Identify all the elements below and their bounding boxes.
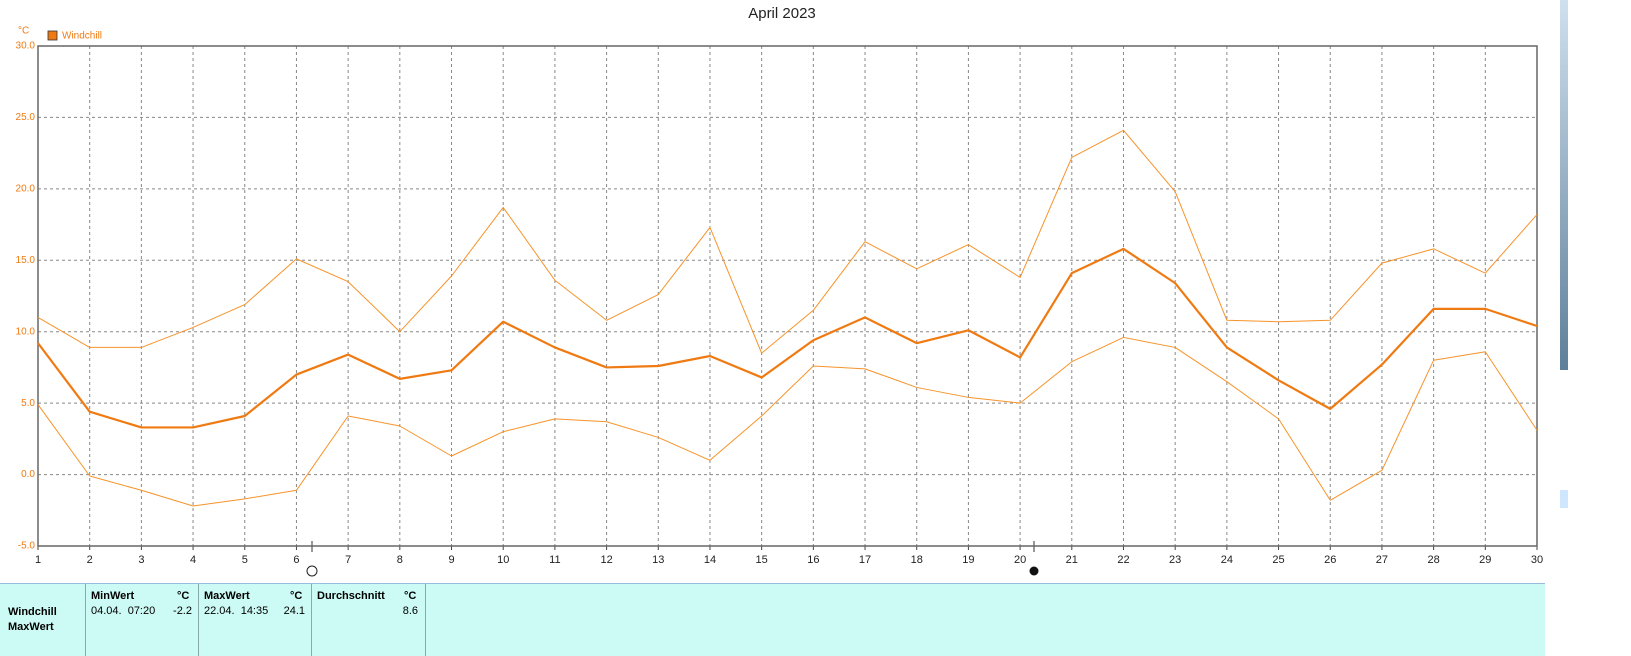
x-tick-label: 21 [1066, 554, 1078, 566]
x-tick-label: 3 [138, 554, 144, 566]
y-axis-label: °C [18, 26, 29, 37]
x-tick-label: 8 [397, 554, 403, 566]
header: °C [177, 590, 190, 602]
y-tick-label: 30.0 [16, 41, 36, 52]
plot-border [37, 45, 1538, 547]
summary-table: Windchill MaxWert MinWert °C MaxWert °C … [0, 583, 1545, 656]
x-tick-label: 1 [35, 554, 41, 566]
x-tick-label: 27 [1376, 554, 1388, 566]
x-tick-label: 20 [1014, 554, 1026, 566]
y-tick-label: 15.0 [16, 255, 36, 266]
x-tick-label: 2 [87, 554, 93, 566]
x-tick-label: 12 [600, 554, 612, 566]
x-tick-label: 17 [859, 554, 871, 566]
cell: 8.6 [402, 605, 418, 617]
x-tick-label: 19 [962, 554, 974, 566]
header: Durchschnitt [317, 590, 385, 602]
x-tick-label: 10 [497, 554, 509, 566]
data-line [37, 129, 1538, 354]
x-tick-label: 5 [242, 554, 248, 566]
x-tick-label: 6 [293, 554, 299, 566]
x-tick-label: 11 [549, 554, 560, 566]
chart-title: April 2023 [748, 5, 816, 22]
y-tick-label: 5.0 [21, 398, 35, 409]
x-tick-label: 24 [1221, 554, 1233, 566]
x-tick-label: 29 [1479, 554, 1491, 566]
header: MaxWert [204, 590, 250, 602]
x-tick-label: 28 [1427, 554, 1439, 566]
legend-swatch [47, 30, 58, 41]
cell: 04.04. 07:20 [91, 605, 156, 617]
legend-label: Windchill [62, 31, 102, 42]
header: °C [290, 590, 303, 602]
data-line [37, 336, 1538, 507]
y-tick-label: 0.0 [21, 469, 35, 480]
x-tick-label: 18 [911, 554, 923, 566]
cell: 22.04. 14:35 [204, 605, 269, 617]
x-tick-label: 15 [756, 554, 768, 566]
background-window [1545, 0, 1631, 655]
header: °C [404, 590, 417, 602]
y-tick-label: 25.0 [16, 112, 36, 123]
x-tick-label: 22 [1117, 554, 1129, 566]
x-tick-label: 4 [190, 554, 196, 566]
row-label: MaxWert [8, 621, 54, 633]
data-line [37, 247, 1538, 429]
x-tick-label: 30 [1531, 554, 1543, 566]
x-tick-label: 25 [1272, 554, 1284, 566]
cell: 24.1 [283, 605, 305, 617]
header: MinWert [91, 590, 135, 602]
x-tick-label: 23 [1169, 554, 1181, 566]
x-tick-label: 9 [448, 554, 454, 566]
x-tick-label: 13 [652, 554, 664, 566]
x-tick-label: 7 [345, 554, 351, 566]
cell: -2.2 [173, 605, 192, 617]
y-tick-label: 20.0 [16, 183, 36, 194]
y-tick-label: 10.0 [16, 326, 36, 337]
row-label: Windchill [8, 606, 57, 618]
x-tick-label: 16 [807, 554, 819, 566]
chart: April 2023 °C -5.0 0.0 5.0 10.0 15.0 20.0 25.0… [16, 5, 1543, 577]
x-tick-label: 26 [1324, 554, 1336, 566]
y-tick-label: -5.0 [18, 541, 36, 552]
x-tick-label: 14 [704, 554, 716, 566]
